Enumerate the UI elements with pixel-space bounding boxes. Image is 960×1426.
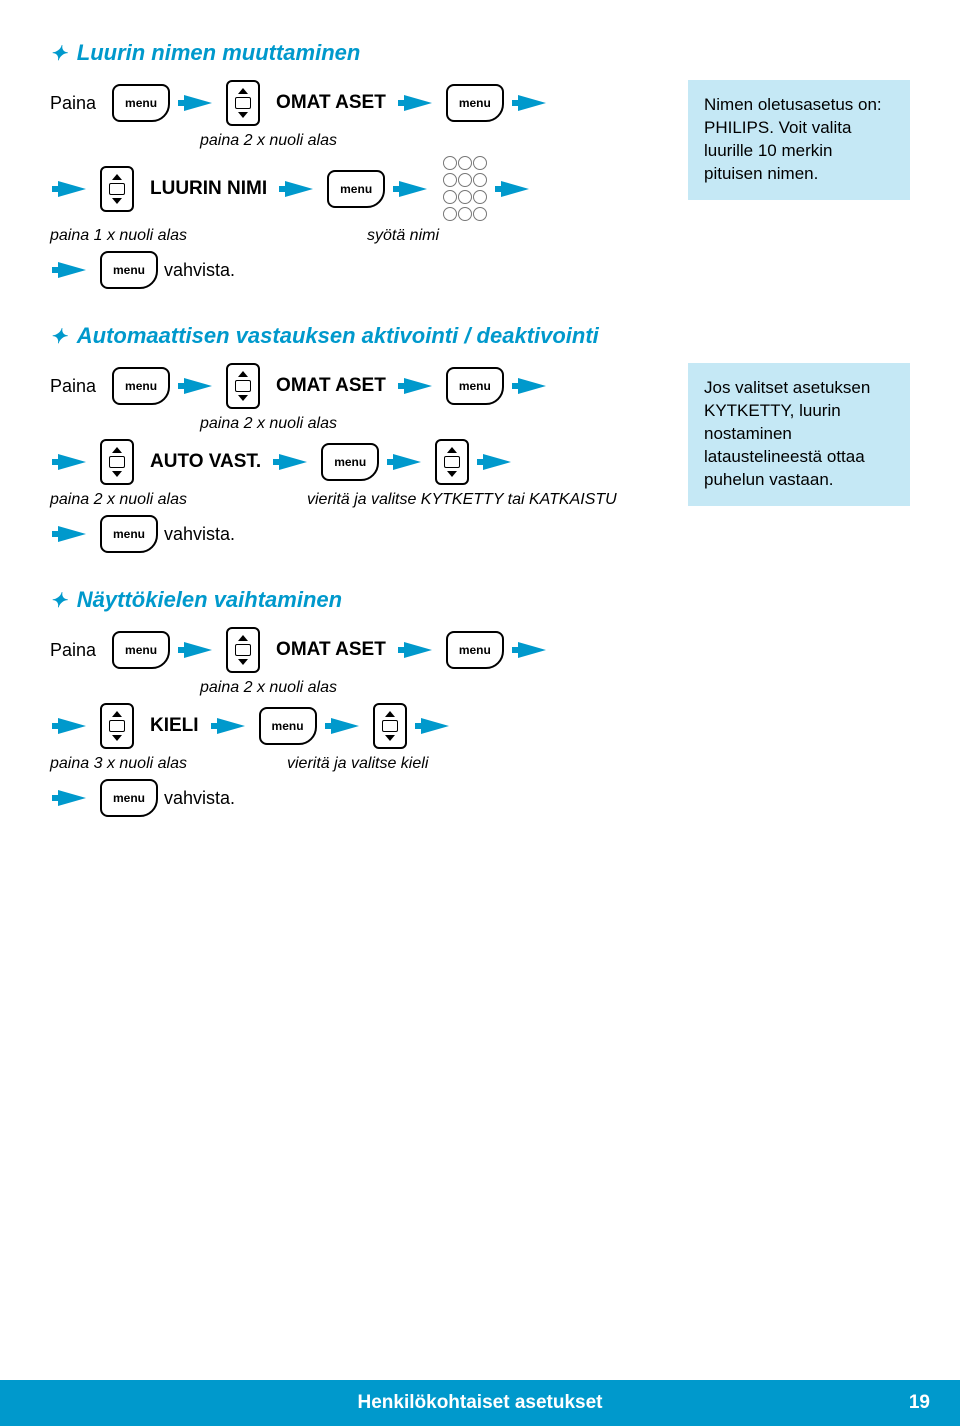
footer: Henkilökohtaiset asetukset 19: [0, 1380, 960, 1426]
vahvista-label: vahvista.: [164, 260, 235, 281]
info-box: Nimen oletusasetus on: PHILIPS. Voit val…: [688, 80, 910, 200]
keypad-icon: [443, 156, 485, 221]
footer-title: Henkilökohtaiset asetukset: [358, 1392, 603, 1414]
arrow-icon: [421, 718, 449, 734]
section-kieli: ✦ Näyttökielen vaihtaminen Paina menu OM…: [50, 587, 910, 823]
vierita-text: vieritä ja valitse kieli: [287, 755, 428, 773]
omat-aset-label: OMAT ASET: [276, 92, 386, 114]
vahvista-label: vahvista.: [164, 788, 235, 809]
menu-button[interactable]: menu: [100, 515, 158, 553]
note-text: paina 2 x nuoli alas: [200, 132, 337, 150]
menu-button[interactable]: menu: [112, 367, 170, 405]
title-text: Automaattisen vastauksen aktivointi / de…: [77, 323, 599, 349]
nav-button[interactable]: [100, 703, 134, 749]
note-text: paina 2 x nuoli alas: [50, 491, 187, 509]
diamond-icon: ✦: [50, 324, 67, 349]
title-text: Näyttökielen vaihtaminen: [77, 587, 342, 613]
nav-button[interactable]: [226, 627, 260, 673]
section-title: ✦ Automaattisen vastauksen aktivointi / …: [50, 323, 910, 349]
arrow-icon: [58, 262, 86, 278]
arrow-icon: [184, 378, 212, 394]
arrow-icon: [393, 454, 421, 470]
menu-button[interactable]: menu: [321, 443, 379, 481]
nav-button[interactable]: [435, 439, 469, 485]
arrow-icon: [483, 454, 511, 470]
nav-button[interactable]: [373, 703, 407, 749]
paina-label: Paina: [50, 376, 96, 397]
arrow-icon: [184, 95, 212, 111]
arrow-icon: [404, 642, 432, 658]
omat-aset-label: OMAT ASET: [276, 375, 386, 397]
paina-label: Paina: [50, 93, 96, 114]
arrow-icon: [404, 378, 432, 394]
vierita-text: vieritä ja valitse KYTKETTY tai KATKAIST…: [307, 491, 617, 509]
arrow-icon: [518, 642, 546, 658]
diamond-icon: ✦: [50, 41, 67, 66]
arrow-icon: [58, 181, 86, 197]
arrow-icon: [331, 718, 359, 734]
page-number: 19: [909, 1392, 930, 1414]
arrow-icon: [58, 718, 86, 734]
note-text: paina 3 x nuoli alas: [50, 755, 187, 773]
arrow-icon: [217, 718, 245, 734]
menu-button[interactable]: menu: [112, 84, 170, 122]
note-text: paina 2 x nuoli alas: [200, 415, 337, 433]
menu-button[interactable]: menu: [446, 367, 504, 405]
title-text: Luurin nimen muuttaminen: [77, 40, 361, 66]
arrow-icon: [399, 181, 427, 197]
info-box: Jos valitset asetuksen KYTKETTY, luurin …: [688, 363, 910, 506]
menu-button[interactable]: menu: [259, 707, 317, 745]
luurin-nimi-label: LUURIN NIMI: [150, 178, 267, 200]
arrow-icon: [58, 790, 86, 806]
arrow-icon: [285, 181, 313, 197]
arrow-icon: [58, 526, 86, 542]
arrow-icon: [58, 454, 86, 470]
nav-button[interactable]: [100, 166, 134, 212]
info-text: Jos valitset asetuksen KYTKETTY, luurin …: [704, 378, 870, 489]
note-text: paina 2 x nuoli alas: [200, 679, 337, 697]
nav-button[interactable]: [226, 363, 260, 409]
nav-button[interactable]: [226, 80, 260, 126]
section-auto: ✦ Automaattisen vastauksen aktivointi / …: [50, 323, 910, 559]
kieli-label: KIELI: [150, 715, 199, 737]
arrow-icon: [501, 181, 529, 197]
section-title: ✦ Luurin nimen muuttaminen: [50, 40, 910, 66]
menu-button[interactable]: menu: [100, 251, 158, 289]
auto-vast-label: AUTO VAST.: [150, 451, 261, 473]
arrow-icon: [404, 95, 432, 111]
vahvista-label: vahvista.: [164, 524, 235, 545]
menu-button[interactable]: menu: [327, 170, 385, 208]
omat-aset-label: OMAT ASET: [276, 639, 386, 661]
note-text: paina 1 x nuoli alas: [50, 227, 187, 245]
syota-text: syötä nimi: [367, 227, 439, 245]
arrow-icon: [518, 95, 546, 111]
arrow-icon: [184, 642, 212, 658]
diamond-icon: ✦: [50, 588, 67, 613]
info-text: Nimen oletusasetus on: PHILIPS. Voit val…: [704, 95, 882, 183]
arrow-icon: [279, 454, 307, 470]
paina-label: Paina: [50, 640, 96, 661]
menu-button[interactable]: menu: [446, 84, 504, 122]
nav-button[interactable]: [100, 439, 134, 485]
menu-button[interactable]: menu: [112, 631, 170, 669]
menu-button[interactable]: menu: [446, 631, 504, 669]
menu-button[interactable]: menu: [100, 779, 158, 817]
section-luurin: ✦ Luurin nimen muuttaminen Paina menu OM…: [50, 40, 910, 295]
arrow-icon: [518, 378, 546, 394]
section-title: ✦ Näyttökielen vaihtaminen: [50, 587, 910, 613]
